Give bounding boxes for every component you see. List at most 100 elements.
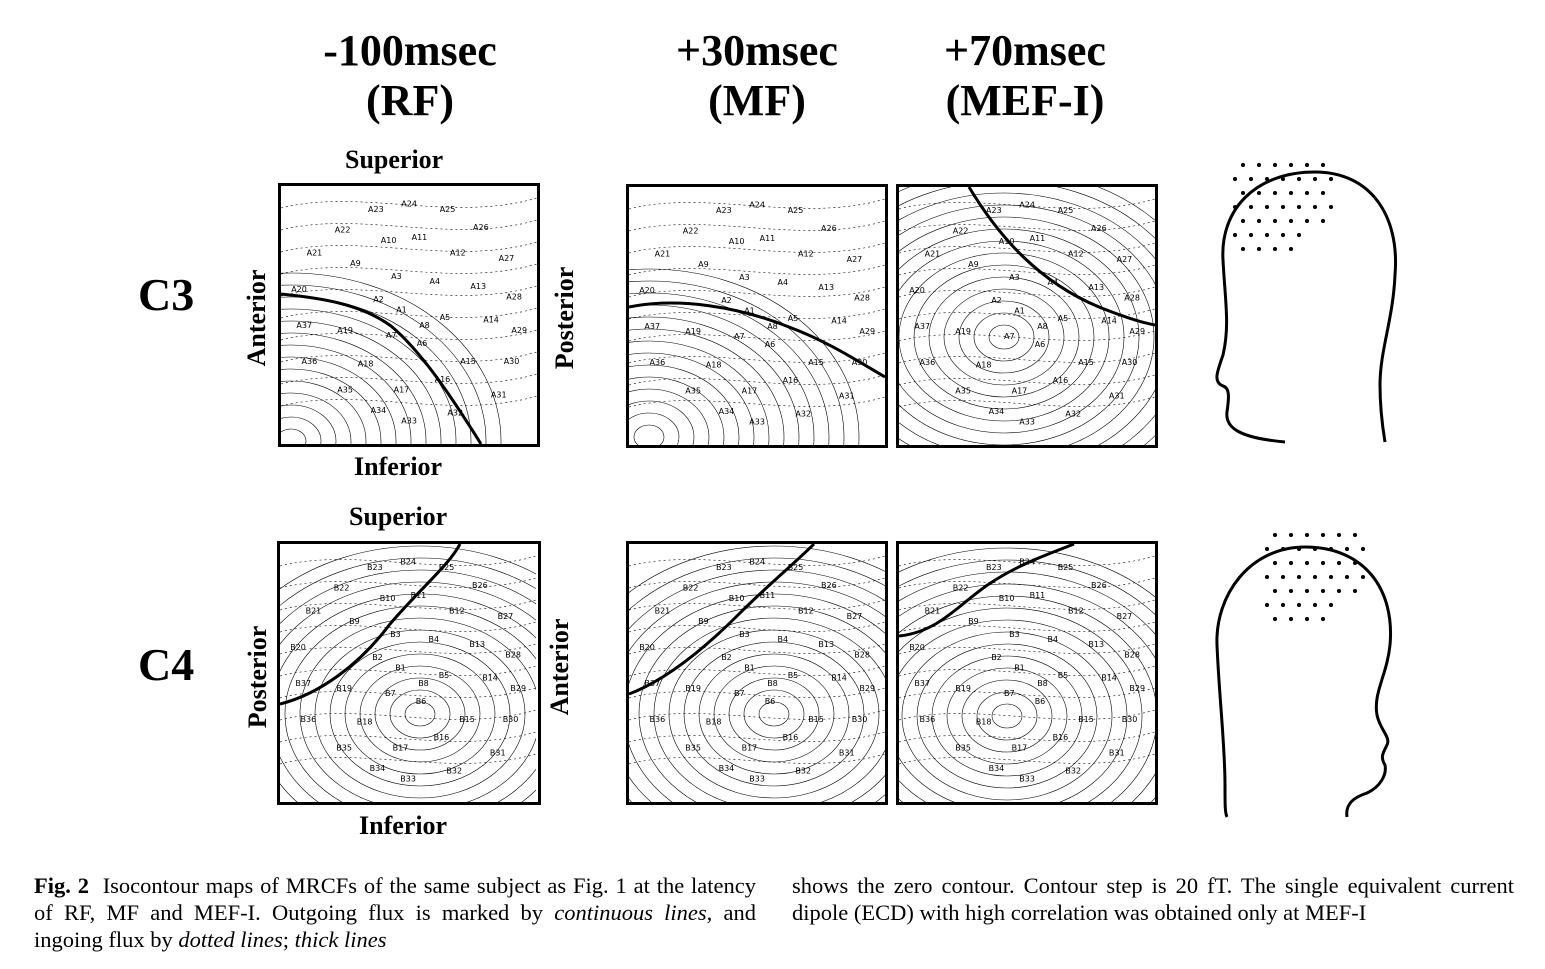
dotted-contour-line: [899, 374, 1155, 386]
sensor-label: A26: [821, 224, 837, 233]
sensor-label: A37: [644, 322, 660, 331]
sensor-label: A10: [729, 237, 745, 246]
c3-mf-contour-map: A1 A2 A3 A4 A5 A6 A7 A8 A9 A10 A11 A12 A13 A14 A15 A16 A…: [626, 184, 888, 448]
figure-caption-right: shows the zero contour. Contour step is …: [792, 873, 1514, 925]
sensor-dot: [1289, 191, 1293, 195]
sensor-dot: [1337, 589, 1341, 593]
contour-line: [668, 629, 880, 799]
sensor-label: A21: [655, 250, 671, 259]
zero-contour-line: [280, 544, 462, 706]
sensor-label: B21: [655, 607, 671, 616]
contour-line: [629, 268, 860, 445]
sensor-label: B25: [788, 563, 804, 572]
contour-line: [899, 192, 1155, 445]
sensor-label: B4: [778, 635, 789, 644]
contour-line: [280, 581, 536, 802]
sensor-dot: [1257, 247, 1261, 251]
sensor-label: B34: [989, 764, 1005, 773]
dotted-contour-line: [281, 219, 537, 231]
sensor-label: A2: [373, 295, 384, 304]
sensor-label: B28: [505, 651, 521, 660]
c4-mef-contour-map: B1 B2 B3 B4 B5 B6 B7 B8 B9 B10 B11 B12 B13 B14 B15 B16 B…: [896, 541, 1158, 805]
caption-emphasis-dotted: dotted lines: [178, 927, 283, 952]
dotted-contour-line: [629, 753, 885, 765]
sensor-dot: [1305, 617, 1309, 621]
contour-line: [899, 204, 1155, 445]
contour-line: [281, 356, 397, 444]
sensor-label: B6: [1035, 697, 1046, 706]
sensor-label: A30: [1122, 358, 1138, 367]
contour-line: [943, 288, 1065, 386]
dotted-contour-line: [629, 643, 885, 655]
sensor-dot: [1297, 177, 1301, 181]
sensor-dot: [1329, 575, 1333, 579]
dotted-contour-line: [899, 753, 1155, 765]
sensor-label: A33: [1019, 417, 1035, 426]
sensor-label: B16: [434, 733, 450, 742]
sensor-dot: [1233, 233, 1237, 237]
sensor-label: A23: [716, 206, 732, 215]
sensor-label: A9: [968, 260, 979, 269]
sensor-label: B1: [1014, 663, 1025, 672]
c3-left-axis-label: Anterior: [242, 269, 271, 367]
dotted-contour-line: [281, 307, 537, 319]
sensor-label: B26: [1091, 581, 1107, 590]
dotted-contour-line: [629, 396, 885, 408]
sensor-label: A1: [1014, 306, 1025, 315]
dotted-contour-line: [899, 665, 1155, 677]
dotted-contour-line: [899, 577, 1155, 589]
sensor-label: A1: [396, 305, 407, 314]
dotted-contour-line: [629, 286, 885, 298]
caption-part-1: Isocontour maps of MRCFs of the same sub…: [34, 873, 757, 925]
sensor-label: B18: [357, 718, 373, 727]
sensor-label: A9: [350, 259, 361, 268]
c4-row-label: C4: [138, 639, 195, 690]
sensor-dot: [1265, 603, 1269, 607]
sensor-label: B8: [418, 679, 429, 688]
contour-line: [961, 679, 1053, 753]
sensor-dot: [1273, 533, 1277, 537]
contour-line: [629, 376, 725, 445]
sensor-label: A7: [734, 332, 745, 341]
contour-line: [973, 312, 1035, 362]
sensor-dot: [1281, 177, 1285, 181]
sensor-label: A23: [986, 206, 1002, 215]
sensor-label: B34: [719, 764, 735, 773]
dotted-contour-line: [629, 687, 885, 699]
sensor-label: A24: [401, 200, 417, 209]
sensor-dot: [1257, 191, 1261, 195]
sensor-dot: [1281, 233, 1285, 237]
sensor-dot: [1305, 561, 1309, 565]
sensor-label: B5: [1058, 671, 1069, 680]
sensor-label: B8: [767, 679, 778, 688]
sensor-dot: [1281, 603, 1285, 607]
sensor-label: A33: [401, 416, 417, 425]
sensor-label: A4: [778, 278, 789, 287]
contour-line: [281, 368, 382, 444]
dotted-contour-line: [899, 599, 1155, 611]
sensor-label: A31: [1109, 392, 1125, 401]
sensor-label: B33: [749, 774, 765, 783]
contour-line: [344, 653, 496, 775]
sensor-dot: [1241, 219, 1245, 223]
sensor-dot: [1345, 575, 1349, 579]
sensor-label: A35: [955, 386, 971, 395]
c3-superior-label: Superior: [345, 145, 444, 174]
sensor-label: B33: [1019, 774, 1035, 783]
dotted-contour-line: [280, 555, 536, 567]
caption-part-3: ;: [282, 927, 289, 952]
sensor-label: A13: [818, 283, 834, 292]
sensor-label: B21: [925, 607, 941, 616]
dotted-contour-line: [629, 577, 885, 589]
sensor-label: A28: [506, 293, 522, 302]
sensor-label: A1: [744, 306, 755, 315]
sensor-label: B3: [739, 630, 750, 639]
sensor-label: A24: [749, 201, 765, 210]
sensor-label: B30: [503, 715, 519, 724]
dotted-contour-line: [899, 242, 1155, 254]
sensor-label: A36: [650, 358, 666, 367]
dotted-contour-line: [280, 753, 536, 765]
sensor-dot: [1249, 233, 1253, 237]
sensor-label: B36: [650, 715, 666, 724]
sensor-dot: [1313, 205, 1317, 209]
